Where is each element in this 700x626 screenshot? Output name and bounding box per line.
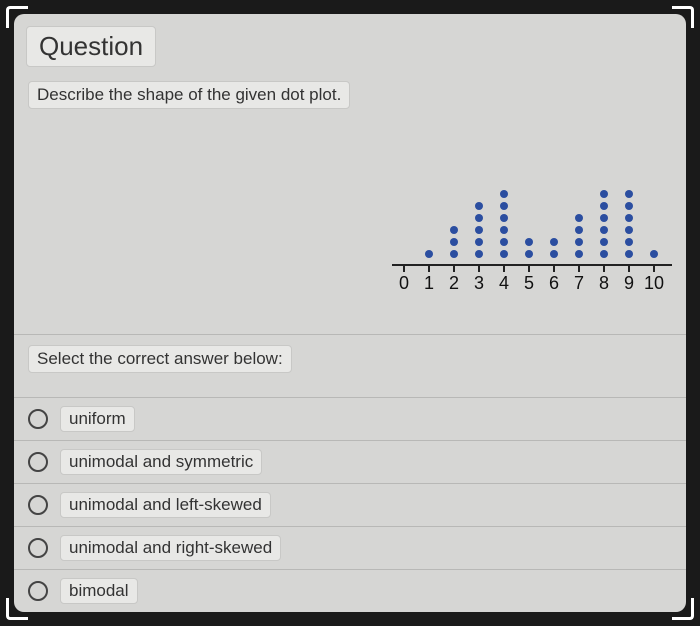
data-dot <box>550 238 558 246</box>
data-dot <box>575 238 583 246</box>
axis-label: 0 <box>399 273 409 294</box>
question-header: Question <box>14 14 686 67</box>
axis-tick <box>478 264 480 272</box>
radio-icon[interactable] <box>28 495 48 515</box>
data-dot <box>475 202 483 210</box>
axis-tick <box>403 264 405 272</box>
data-dot <box>625 226 633 234</box>
radio-icon[interactable] <box>28 452 48 472</box>
data-dot <box>500 238 508 246</box>
axis-label: 8 <box>599 273 609 294</box>
question-panel: Question Describe the shape of the given… <box>14 14 686 612</box>
answer-option-label: unimodal and left-skewed <box>60 492 271 518</box>
data-dot <box>575 226 583 234</box>
data-dot <box>600 202 608 210</box>
data-dot <box>575 250 583 258</box>
data-dot <box>500 202 508 210</box>
data-dot <box>525 250 533 258</box>
axis-label: 2 <box>449 273 459 294</box>
data-dot <box>425 250 433 258</box>
axis-label: 9 <box>624 273 634 294</box>
corner-bracket-tr <box>672 6 694 28</box>
data-dot <box>500 190 508 198</box>
axis-line <box>392 264 672 266</box>
data-dot <box>475 250 483 258</box>
axis-label: 4 <box>499 273 509 294</box>
data-dot <box>625 238 633 246</box>
axis-tick <box>578 264 580 272</box>
answer-option[interactable]: unimodal and left-skewed <box>14 484 686 527</box>
axis-label: 10 <box>644 273 664 294</box>
data-dot <box>625 214 633 222</box>
axis-tick <box>628 264 630 272</box>
corner-bracket-bl <box>6 598 28 620</box>
question-title: Question <box>26 26 156 67</box>
data-dot <box>450 226 458 234</box>
radio-icon[interactable] <box>28 409 48 429</box>
corner-bracket-tl <box>6 6 28 28</box>
data-dot <box>525 238 533 246</box>
axis-tick <box>653 264 655 272</box>
data-dot <box>450 238 458 246</box>
data-dot <box>550 250 558 258</box>
data-dot <box>625 190 633 198</box>
data-dot <box>475 238 483 246</box>
radio-icon[interactable] <box>28 581 48 601</box>
data-dot <box>500 226 508 234</box>
radio-icon[interactable] <box>28 538 48 558</box>
answer-instruction: Select the correct answer below: <box>28 345 292 373</box>
data-dot <box>600 226 608 234</box>
data-dot <box>625 202 633 210</box>
data-dot <box>575 214 583 222</box>
answers-section: Select the correct answer below: uniform… <box>14 334 686 612</box>
data-dot <box>600 238 608 246</box>
data-dot <box>475 214 483 222</box>
axis-tick <box>453 264 455 272</box>
axis-tick <box>428 264 430 272</box>
data-dot <box>600 190 608 198</box>
answer-option[interactable]: unimodal and right-skewed <box>14 527 686 570</box>
data-dot <box>650 250 658 258</box>
data-dot <box>500 214 508 222</box>
axis-label: 3 <box>474 273 484 294</box>
answer-option-label: unimodal and symmetric <box>60 449 262 475</box>
axis-label: 1 <box>424 273 434 294</box>
axis-tick <box>603 264 605 272</box>
axis-tick <box>528 264 530 272</box>
data-dot <box>600 250 608 258</box>
data-dot <box>450 250 458 258</box>
axis-label: 5 <box>524 273 534 294</box>
answer-option[interactable]: uniform <box>14 398 686 441</box>
axis-tick <box>553 264 555 272</box>
corner-bracket-br <box>672 598 694 620</box>
answer-option[interactable]: unimodal and symmetric <box>14 441 686 484</box>
axis-label: 7 <box>574 273 584 294</box>
answer-option[interactable]: bimodal <box>14 570 686 612</box>
data-dot <box>625 250 633 258</box>
data-dot <box>600 214 608 222</box>
answer-option-label: bimodal <box>60 578 138 604</box>
axis-tick <box>503 264 505 272</box>
data-dot <box>500 250 508 258</box>
axis-label: 6 <box>549 273 559 294</box>
question-prompt: Describe the shape of the given dot plot… <box>28 81 350 109</box>
answer-instruction-row: Select the correct answer below: <box>14 334 686 398</box>
answer-option-label: unimodal and right-skewed <box>60 535 281 561</box>
answer-option-label: uniform <box>60 406 135 432</box>
dot-plot: 0123456789 10 <box>392 154 672 294</box>
data-dot <box>475 226 483 234</box>
